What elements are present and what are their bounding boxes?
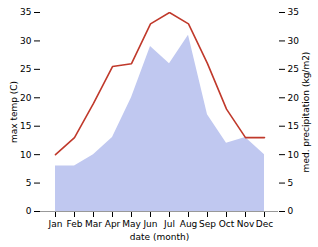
- svg-text:Jul: Jul: [163, 219, 175, 229]
- svg-text:15: 15: [288, 121, 299, 131]
- svg-text:0: 0: [288, 206, 294, 216]
- svg-text:10: 10: [20, 150, 32, 160]
- svg-text:Jun: Jun: [142, 219, 157, 229]
- svg-text:Mar: Mar: [85, 219, 102, 229]
- svg-text:20: 20: [20, 93, 32, 103]
- svg-text:Dec: Dec: [256, 219, 273, 229]
- svg-text:Apr: Apr: [105, 219, 121, 229]
- svg-text:med. precipitation (kg/m2): med. precipitation (kg/m2): [301, 52, 311, 173]
- svg-text:10: 10: [288, 150, 300, 160]
- svg-text:30: 30: [288, 36, 300, 46]
- svg-text:Feb: Feb: [67, 219, 83, 229]
- svg-text:35: 35: [288, 7, 299, 17]
- svg-text:0: 0: [26, 206, 32, 216]
- svg-text:max temp (C): max temp (C): [9, 81, 19, 143]
- svg-text:Oct: Oct: [219, 219, 235, 229]
- svg-text:date (month): date (month): [130, 232, 189, 242]
- svg-text:May: May: [122, 219, 141, 229]
- svg-text:15: 15: [20, 121, 31, 131]
- svg-text:30: 30: [20, 36, 32, 46]
- svg-text:25: 25: [288, 64, 299, 74]
- svg-text:Jan: Jan: [48, 219, 63, 229]
- svg-text:5: 5: [26, 178, 32, 188]
- svg-text:Sep: Sep: [199, 219, 216, 229]
- svg-text:Nov: Nov: [237, 219, 255, 229]
- svg-text:Aug: Aug: [180, 219, 198, 229]
- svg-text:5: 5: [288, 178, 294, 188]
- svg-text:20: 20: [288, 93, 300, 103]
- svg-text:25: 25: [20, 64, 31, 74]
- svg-text:35: 35: [20, 7, 31, 17]
